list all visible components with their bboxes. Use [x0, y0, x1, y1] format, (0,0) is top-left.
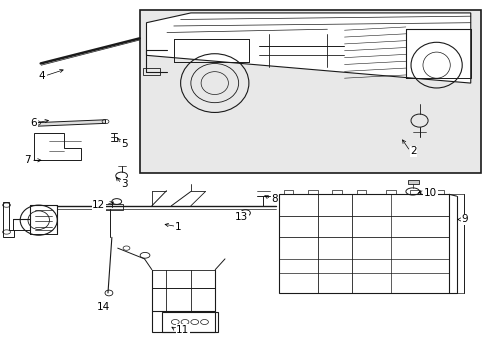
Text: 3: 3	[122, 179, 128, 189]
Text: 1: 1	[174, 222, 181, 232]
Bar	[101, 204, 123, 211]
Text: 4: 4	[38, 71, 44, 81]
Text: 9: 9	[461, 215, 467, 224]
Bar	[409, 190, 419, 194]
Bar	[331, 190, 341, 194]
Text: 6: 6	[31, 118, 37, 128]
Bar	[161, 312, 217, 332]
Bar	[385, 190, 395, 194]
Bar	[434, 190, 444, 194]
Text: 11: 11	[176, 325, 189, 335]
Polygon shape	[146, 13, 470, 83]
Polygon shape	[37, 120, 105, 126]
Text: 7: 7	[24, 155, 31, 165]
Text: 2: 2	[409, 146, 416, 156]
Bar	[407, 180, 418, 184]
Bar	[283, 190, 293, 194]
Text: 12: 12	[92, 200, 105, 210]
Bar	[140, 10, 480, 173]
Text: 8: 8	[271, 194, 277, 204]
Text: 5: 5	[122, 139, 128, 149]
Bar	[405, 29, 470, 78]
Bar	[143, 68, 160, 75]
Text: 14: 14	[97, 302, 110, 312]
Bar	[307, 190, 317, 194]
Text: 10: 10	[423, 188, 436, 198]
Bar	[356, 190, 366, 194]
Text: 13: 13	[234, 212, 247, 221]
